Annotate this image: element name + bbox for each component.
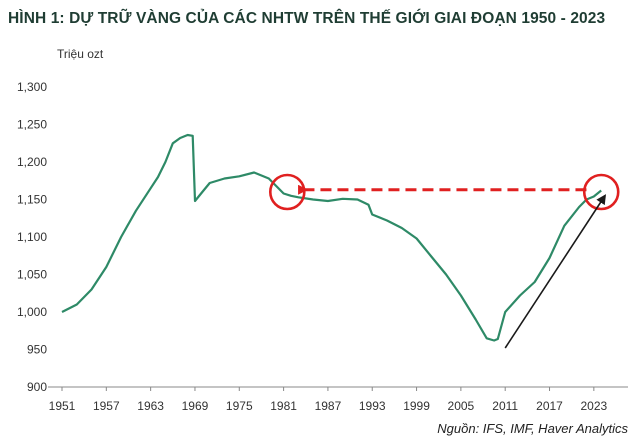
x-tick-label: 1969 xyxy=(182,399,209,413)
x-tick-label: 2023 xyxy=(580,399,607,413)
highlight-circle xyxy=(268,173,306,211)
chart-title: HÌNH 1: DỰ TRỮ VÀNG CỦA CÁC NHTW TRÊN TH… xyxy=(8,10,606,27)
y-axis-unit-label: Triệu ozt xyxy=(57,47,104,61)
y-tick-label: 950 xyxy=(27,343,47,357)
series-group xyxy=(61,133,602,342)
annotations-group xyxy=(268,173,620,349)
x-tick-label: 2005 xyxy=(448,399,475,413)
x-tick-label: 1993 xyxy=(359,399,386,413)
x-tick-label: 1999 xyxy=(403,399,430,413)
y-tick-label: 1,300 xyxy=(17,80,47,94)
x-tick-label: 1957 xyxy=(93,399,120,413)
y-tick-label: 1,050 xyxy=(17,268,47,282)
y-tick-label: 1,200 xyxy=(17,155,47,169)
y-tick-label: 1,250 xyxy=(17,118,47,132)
x-tick-label: 2011 xyxy=(492,399,518,413)
x-axis: 1951 1957 1963 1969 1975 1981 1987 1993 1999 2005… xyxy=(49,387,608,413)
trend-arrow xyxy=(504,194,607,349)
x-tick-label: 1975 xyxy=(226,399,253,413)
x-tick-label: 1951 xyxy=(49,399,76,413)
source-note: Nguồn: IFS, IMF, Haver Analytics xyxy=(437,421,628,436)
y-tick-label: 900 xyxy=(27,380,47,394)
y-axis: 900 950 1,000 1,050 1,100 1,150 1,200 1,250 1,30… xyxy=(17,80,47,394)
gold-reserves-line xyxy=(61,133,602,342)
x-tick-label: 1987 xyxy=(315,399,342,413)
y-tick-label: 1,000 xyxy=(17,305,47,319)
y-tick-label: 1,150 xyxy=(17,193,47,207)
x-tick-label: 1981 xyxy=(270,399,297,413)
highlight-circle xyxy=(582,173,620,211)
y-tick-label: 1,100 xyxy=(17,230,47,244)
x-tick-label: 1963 xyxy=(137,399,164,413)
x-tick-label: 2017 xyxy=(536,399,563,413)
